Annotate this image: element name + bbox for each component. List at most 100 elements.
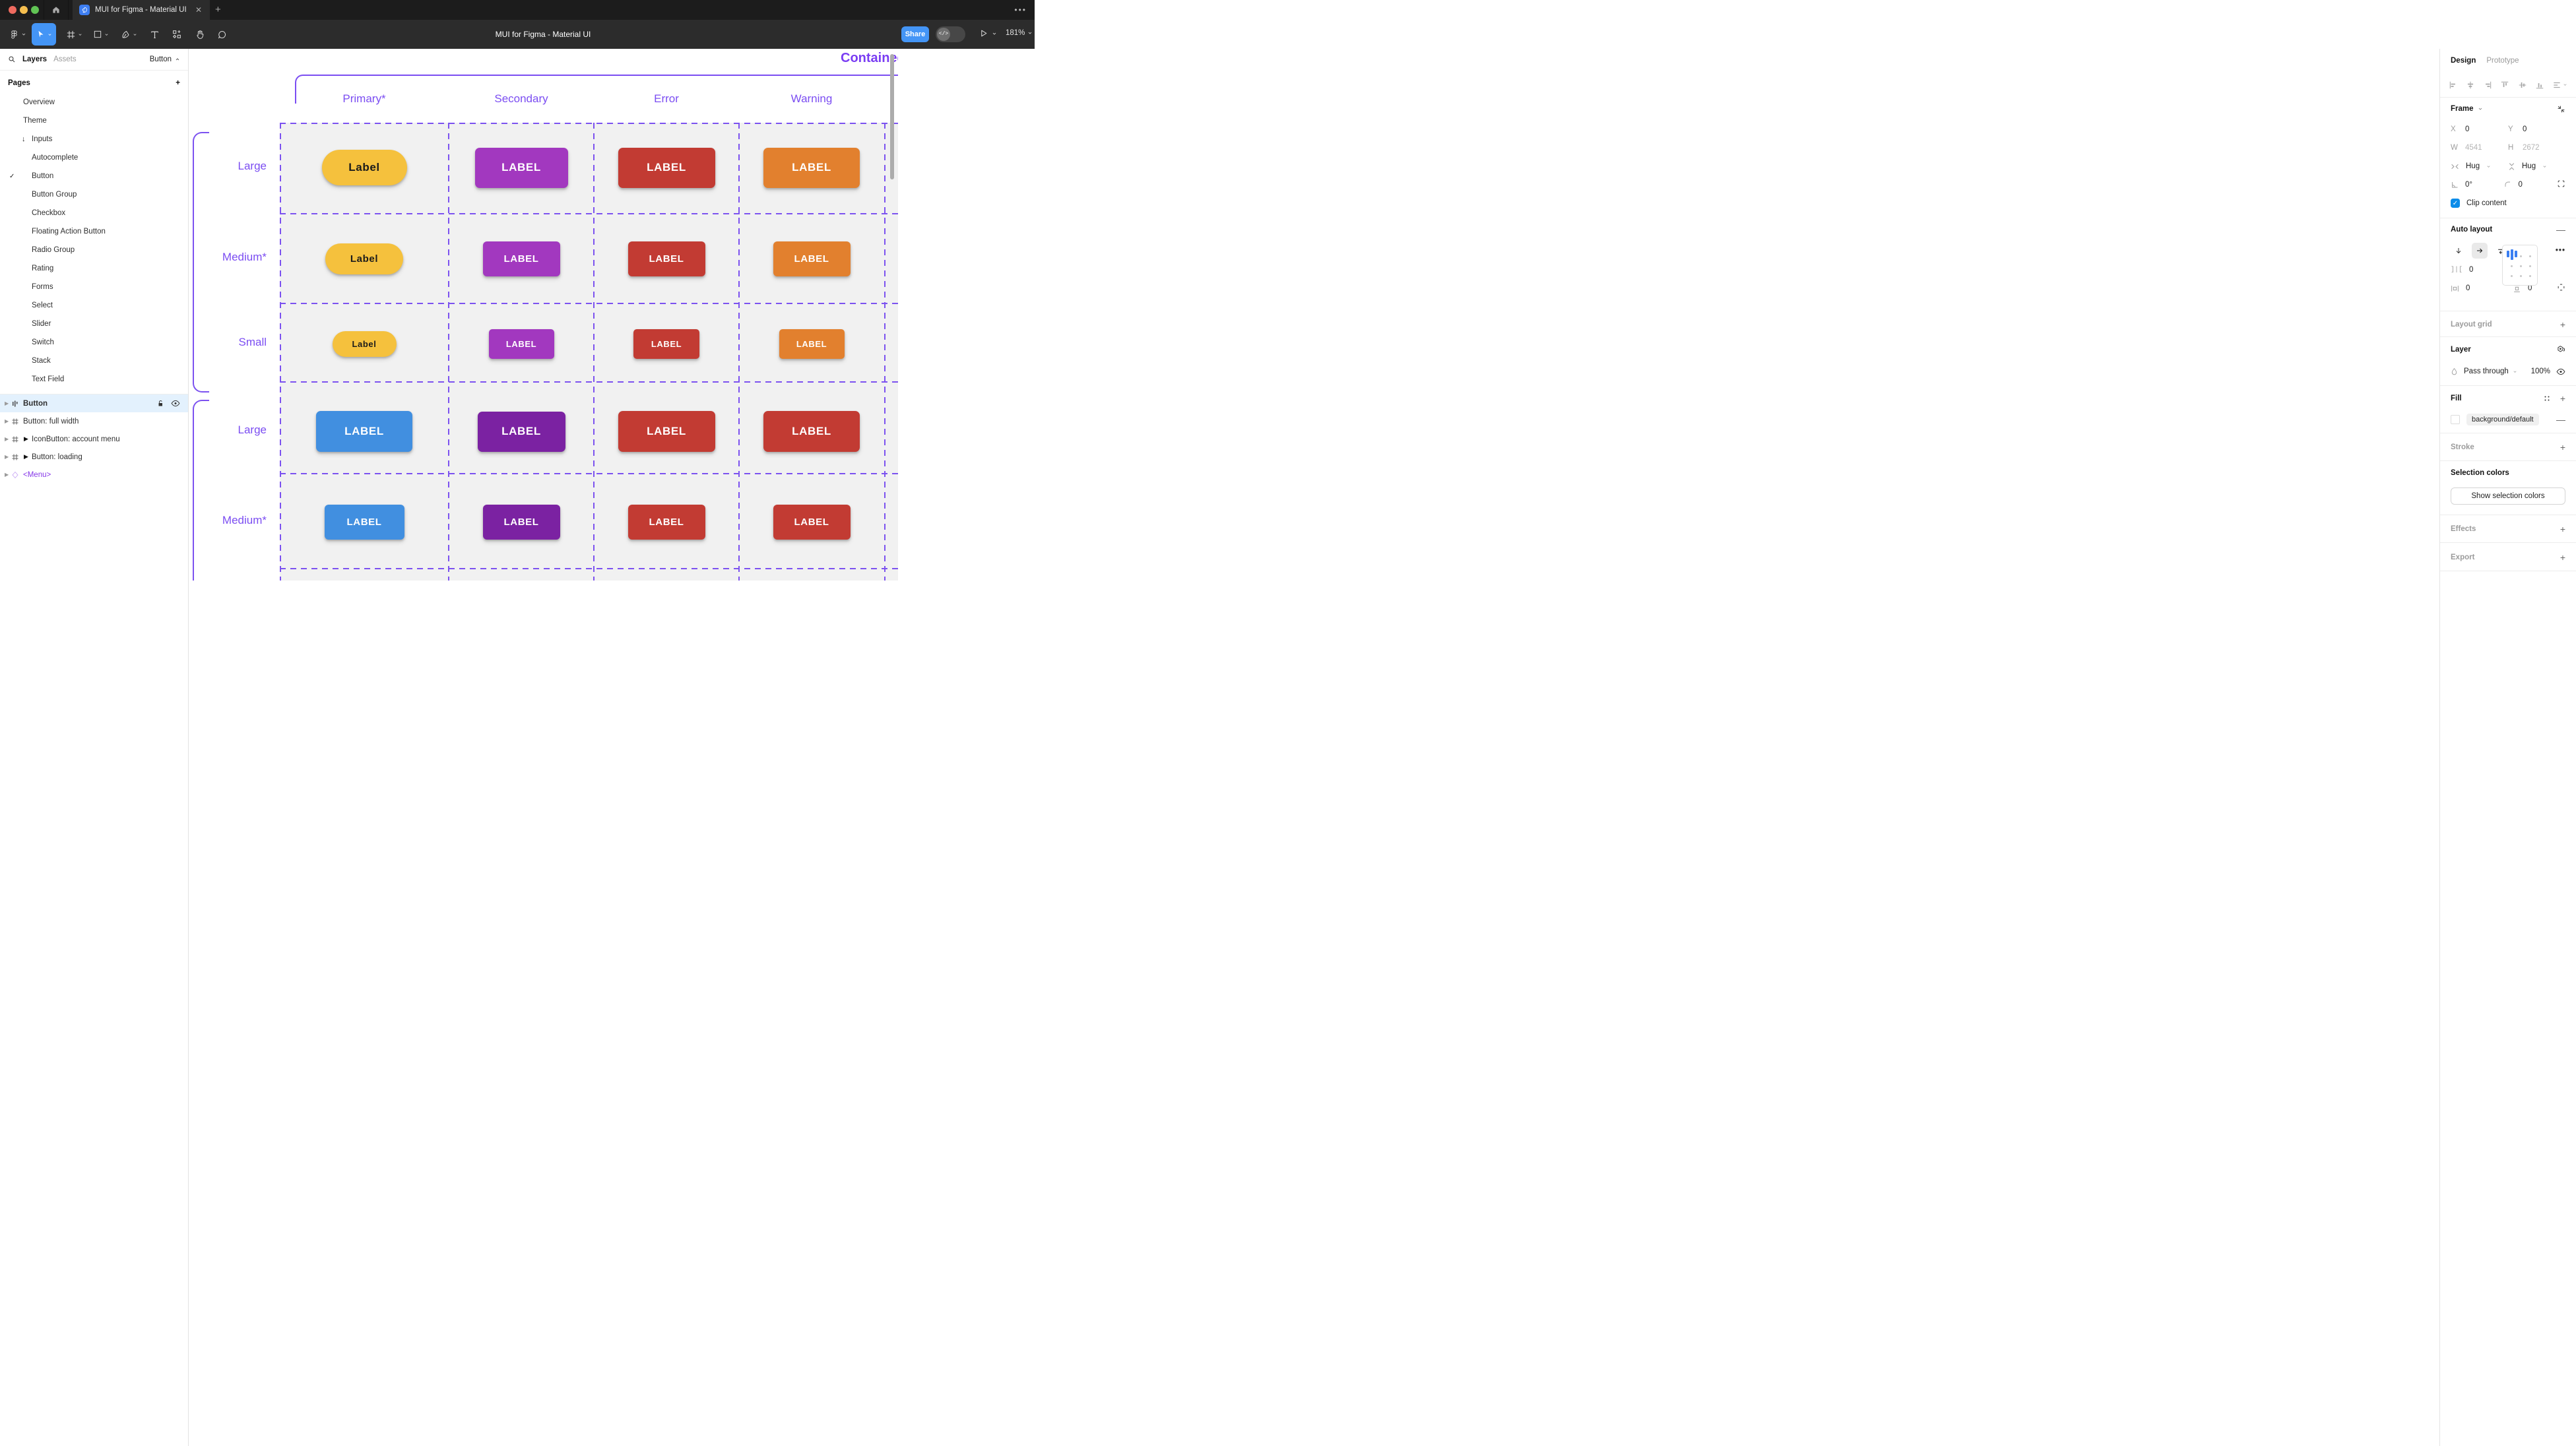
sidebar-page-rating[interactable]: Rating <box>0 259 188 278</box>
sidebar-page-select[interactable]: Select <box>0 296 188 315</box>
chevron-right-icon[interactable]: ▶ <box>5 454 9 460</box>
collapse-icon[interactable] <box>2557 105 2565 113</box>
add-page-icon[interactable]: + <box>176 79 180 87</box>
sidebar-page-button[interactable]: ✓ Button <box>0 167 188 185</box>
specimen-button[interactable]: Label <box>325 243 403 274</box>
layer-row-button-loading[interactable]: ▶ ▶ Button: loading <box>0 448 188 466</box>
blend-mode-select[interactable]: Pass through <box>2464 367 2517 375</box>
share-button[interactable]: Share <box>901 26 929 42</box>
traffic-close-button[interactable] <box>9 6 16 14</box>
blend-mode-icon[interactable] <box>2556 345 2565 354</box>
remove-auto-layout-icon[interactable]: — <box>2556 224 2565 235</box>
frame-tool-button[interactable] <box>62 23 86 46</box>
specimen-button[interactable]: LABEL <box>763 147 860 188</box>
align-top-icon[interactable] <box>2500 80 2509 90</box>
sidebar-page-overview[interactable]: Overview <box>0 93 188 111</box>
independent-padding-button[interactable] <box>2557 283 2565 294</box>
layout-horizontal-button[interactable] <box>2472 243 2488 259</box>
clip-content-row[interactable]: ✓ Clip content <box>2440 194 2576 212</box>
sidebar-page-slider[interactable]: Slider <box>0 315 188 333</box>
shape-tool-button[interactable] <box>89 23 113 46</box>
specimen-button[interactable]: LABEL <box>618 411 715 452</box>
home-button[interactable] <box>44 0 69 20</box>
add-fill-icon[interactable]: + <box>2560 393 2565 404</box>
corner-radius-field[interactable]: 0 <box>2504 181 2558 189</box>
specimen-button[interactable]: LABEL <box>474 147 568 188</box>
specimen-button[interactable]: LABEL <box>773 241 851 276</box>
layer-row-button-full-width[interactable]: ▶ Button: full width <box>0 412 188 430</box>
layout-vertical-button[interactable] <box>2451 243 2466 259</box>
chevron-right-icon[interactable]: ▶ <box>5 418 9 424</box>
align-bottom-icon[interactable] <box>2535 80 2544 90</box>
move-tool-button[interactable] <box>32 23 56 46</box>
specimen-button[interactable]: LABEL <box>779 329 845 359</box>
tab-design[interactable]: Design <box>2451 57 2476 65</box>
sidebar-page-stack[interactable]: Stack <box>0 352 188 370</box>
matrix-dot[interactable] <box>2511 265 2513 267</box>
matrix-dot[interactable] <box>2529 275 2531 277</box>
hand-tool-button[interactable] <box>189 23 210 46</box>
specimen-button[interactable]: LABEL <box>482 241 560 276</box>
specimen-button[interactable]: LABEL <box>316 411 412 452</box>
zoom-menu[interactable]: 181% <box>1006 29 1033 37</box>
resources-tool-button[interactable] <box>166 23 187 46</box>
unlock-icon[interactable] <box>157 400 164 408</box>
layer-row--menu-[interactable]: ▶ <Menu> <box>0 466 188 484</box>
tab-prototype[interactable]: Prototype <box>2486 57 2519 65</box>
layer-row-iconbutton-account-menu[interactable]: ▶ ▶ IconButton: account menu <box>0 430 188 448</box>
chevron-right-icon[interactable]: ▶ <box>5 436 9 442</box>
add-stroke-icon[interactable]: + <box>2560 442 2565 453</box>
chevron-right-icon[interactable]: ▶ <box>5 400 9 406</box>
tab-layers[interactable]: Layers <box>22 55 48 63</box>
specimen-button[interactable]: LABEL <box>763 411 860 452</box>
v-resize-select[interactable]: Hug <box>2508 162 2565 171</box>
alignment-matrix[interactable] <box>2502 245 2538 286</box>
specimen-button[interactable]: LABEL <box>628 241 705 276</box>
add-layout-grid-icon[interactable]: + <box>2560 319 2565 330</box>
canvas[interactable]: Contained Primary*SecondaryErrorWarning … <box>189 49 898 581</box>
styles-icon[interactable] <box>2543 394 2551 402</box>
sidebar-page-inputs[interactable]: ↓ Inputs <box>0 130 188 148</box>
traffic-minimize-button[interactable] <box>20 6 28 14</box>
specimen-button[interactable]: LABEL <box>773 504 851 540</box>
align-left-icon[interactable] <box>2449 80 2458 90</box>
chevron-right-icon[interactable]: ▶ <box>5 472 9 478</box>
sidebar-page-autocomplete[interactable]: Autocomplete <box>0 148 188 167</box>
sidebar-page-checkbox[interactable]: Checkbox <box>0 204 188 222</box>
eye-icon[interactable] <box>171 400 180 407</box>
canvas-scrollbar[interactable] <box>890 54 894 179</box>
dev-mode-toggle[interactable]: </> <box>936 26 965 42</box>
matrix-dot[interactable] <box>2529 255 2531 257</box>
specimen-button[interactable]: LABEL <box>482 504 560 540</box>
independent-corners-button[interactable] <box>2557 179 2565 190</box>
specimen-button[interactable]: LABEL <box>488 329 554 359</box>
fill-swatch[interactable] <box>2451 415 2460 424</box>
sidebar-page-forms[interactable]: Forms <box>0 278 188 296</box>
specimen-button[interactable]: LABEL <box>618 147 715 188</box>
matrix-dot[interactable] <box>2520 275 2522 277</box>
window-more-icon[interactable]: ••• <box>1014 5 1027 15</box>
auto-layout-more-icon[interactable]: ••• <box>2555 247 2565 255</box>
traffic-zoom-button[interactable] <box>31 6 39 14</box>
matrix-dot[interactable] <box>2520 265 2522 267</box>
layer-row-button[interactable]: ▶ Button <box>0 394 188 412</box>
height-field[interactable]: H 2672 <box>2508 144 2540 152</box>
chevron-down-icon[interactable] <box>2478 106 2483 111</box>
add-export-icon[interactable]: + <box>2560 551 2565 563</box>
show-selection-colors-button[interactable]: Show selection colors <box>2451 487 2565 505</box>
clip-content-checkbox[interactable]: ✓ <box>2451 199 2460 208</box>
rotation-field[interactable]: 0° <box>2451 181 2504 189</box>
specimen-button[interactable]: LABEL <box>633 329 699 359</box>
frame-section-title[interactable]: Frame <box>2451 105 2474 113</box>
sidebar-page-button-group[interactable]: Button Group <box>0 185 188 204</box>
align-h-center-icon[interactable] <box>2466 80 2475 90</box>
specimen-button[interactable]: LABEL <box>324 504 404 540</box>
tab-assets[interactable]: Assets <box>53 55 77 63</box>
frame-title[interactable]: Contained <box>841 51 898 65</box>
search-icon[interactable] <box>8 55 16 63</box>
gap-field[interactable]: ]|[ 0 <box>2451 266 2474 274</box>
distribute-menu[interactable] <box>2552 80 2567 90</box>
pen-tool-button[interactable] <box>117 23 141 46</box>
matrix-dot[interactable] <box>2529 265 2531 267</box>
